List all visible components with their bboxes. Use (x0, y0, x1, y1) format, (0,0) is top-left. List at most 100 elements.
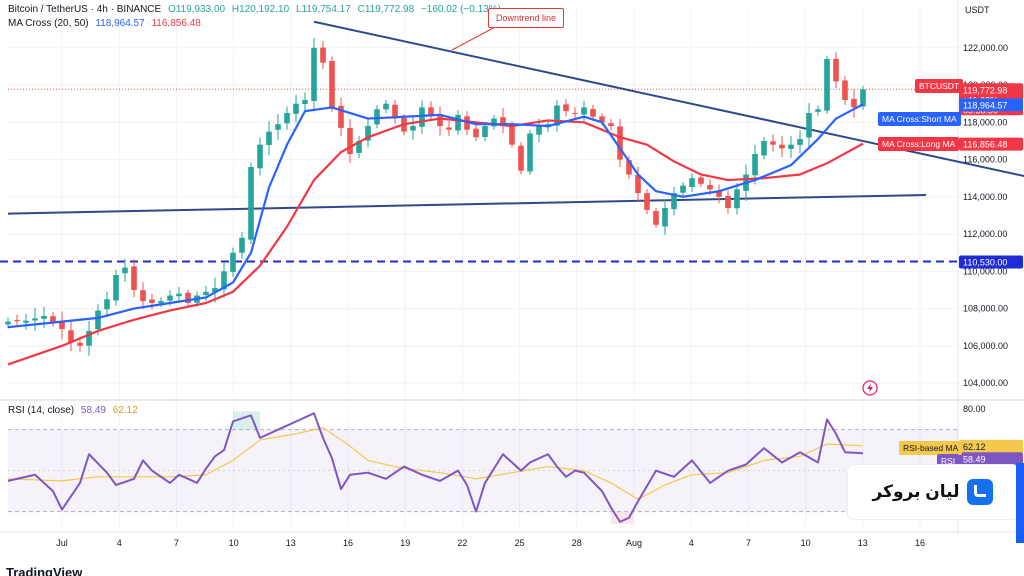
candle-up[interactable] (554, 105, 560, 126)
candle-down[interactable] (338, 105, 344, 128)
candle-up[interactable] (365, 126, 371, 141)
candle-down[interactable] (14, 320, 20, 322)
candle-down[interactable] (50, 316, 56, 323)
tradingview-logo[interactable]: TradingView (6, 566, 82, 576)
candle-up[interactable] (275, 124, 281, 130)
candle-up[interactable] (797, 139, 803, 145)
downtrend-line[interactable] (313, 20, 1024, 178)
candle-down[interactable] (428, 107, 434, 115)
candle-up[interactable] (32, 318, 38, 321)
candle-down[interactable] (698, 177, 704, 184)
candle-down[interactable] (140, 290, 146, 302)
candle-down[interactable] (329, 60, 335, 108)
candle-up[interactable] (662, 208, 668, 227)
candle-down[interactable] (68, 330, 74, 343)
candle-up[interactable] (158, 301, 164, 304)
candle-down[interactable] (608, 123, 614, 127)
candle-down[interactable] (770, 141, 776, 145)
candle-down[interactable] (464, 116, 470, 130)
candle-down[interactable] (590, 108, 596, 117)
candle-up[interactable] (536, 126, 542, 135)
candle-up[interactable] (671, 193, 677, 210)
candle-down[interactable] (626, 160, 632, 175)
candle-up[interactable] (203, 291, 209, 295)
candle-down[interactable] (725, 195, 731, 208)
candle-down[interactable] (617, 126, 623, 160)
candle-up[interactable] (5, 321, 11, 325)
candle-up[interactable] (788, 144, 794, 149)
candle-down[interactable] (77, 342, 83, 346)
candle-down[interactable] (851, 98, 857, 108)
candle-down[interactable] (473, 128, 479, 138)
candle-down[interactable] (707, 184, 713, 190)
candle-up[interactable] (41, 316, 47, 319)
candle-up[interactable] (311, 47, 317, 102)
candle-down[interactable] (347, 128, 353, 154)
candle-up[interactable] (284, 113, 290, 124)
candle-up[interactable] (383, 103, 389, 110)
candle-up[interactable] (482, 126, 488, 138)
candle-down[interactable] (59, 322, 65, 330)
candle-up[interactable] (752, 153, 758, 176)
long-ma-line[interactable] (7, 117, 864, 366)
candle-down[interactable] (518, 145, 524, 171)
candle-down[interactable] (446, 127, 452, 130)
candle-down[interactable] (572, 112, 578, 114)
candle-up[interactable] (239, 237, 245, 253)
candle-up[interactable] (419, 107, 425, 127)
candle-down[interactable] (716, 191, 722, 197)
candle-up[interactable] (689, 178, 695, 187)
candle-up[interactable] (734, 189, 740, 209)
candle-down[interactable] (563, 104, 569, 112)
candle-up[interactable] (176, 293, 182, 297)
candle-up[interactable] (302, 99, 308, 104)
candle-up[interactable] (581, 107, 587, 115)
candle-down[interactable] (779, 144, 785, 149)
candle-up[interactable] (680, 185, 686, 193)
candle-up[interactable] (806, 113, 812, 138)
lightning-icon[interactable] (862, 380, 878, 396)
candle-down[interactable] (131, 266, 137, 290)
candle-up[interactable] (113, 275, 119, 301)
candle-up[interactable] (356, 140, 362, 153)
candle-up[interactable] (860, 89, 866, 107)
candle-up[interactable] (761, 140, 767, 156)
candle-up[interactable] (455, 114, 461, 131)
candle-down[interactable] (149, 299, 155, 303)
candle-down[interactable] (635, 174, 641, 194)
candle-up[interactable] (86, 330, 92, 346)
candle-up[interactable] (23, 320, 29, 323)
short-ma-line[interactable] (7, 103, 864, 329)
candle-down[interactable] (437, 116, 443, 127)
candle-up[interactable] (293, 103, 299, 114)
candle-up[interactable] (410, 126, 416, 131)
candle-up[interactable] (212, 288, 218, 293)
candle-down[interactable] (500, 117, 506, 125)
rsi-legend[interactable]: RSI (14, close) 58.49 62.12 (8, 405, 138, 416)
candle-down[interactable] (842, 80, 848, 100)
support-trendline[interactable] (7, 193, 927, 215)
candle-up[interactable] (527, 133, 533, 172)
candle-up[interactable] (230, 252, 236, 272)
candle-up[interactable] (824, 58, 830, 111)
candle-up[interactable] (491, 118, 497, 127)
candle-down[interactable] (185, 292, 191, 303)
candle-down[interactable] (599, 116, 605, 123)
candle-up[interactable] (266, 131, 272, 145)
candle-down[interactable] (392, 104, 398, 119)
candle-down[interactable] (320, 47, 326, 63)
candle-up[interactable] (95, 310, 101, 330)
candle-up[interactable] (122, 267, 128, 274)
candle-up[interactable] (815, 109, 821, 112)
candle-up[interactable] (167, 295, 173, 301)
ma-cross-legend[interactable]: MA Cross (20, 50) 118,964.57 116,856.48 (8, 18, 201, 29)
candle-down[interactable] (833, 58, 839, 82)
candle-up[interactable] (104, 299, 110, 310)
candle-down[interactable] (644, 193, 650, 210)
candle-down[interactable] (653, 211, 659, 225)
candle-down[interactable] (509, 124, 515, 145)
candle-up[interactable] (374, 109, 380, 125)
candle-up[interactable] (257, 144, 263, 169)
candle-up[interactable] (248, 167, 254, 240)
